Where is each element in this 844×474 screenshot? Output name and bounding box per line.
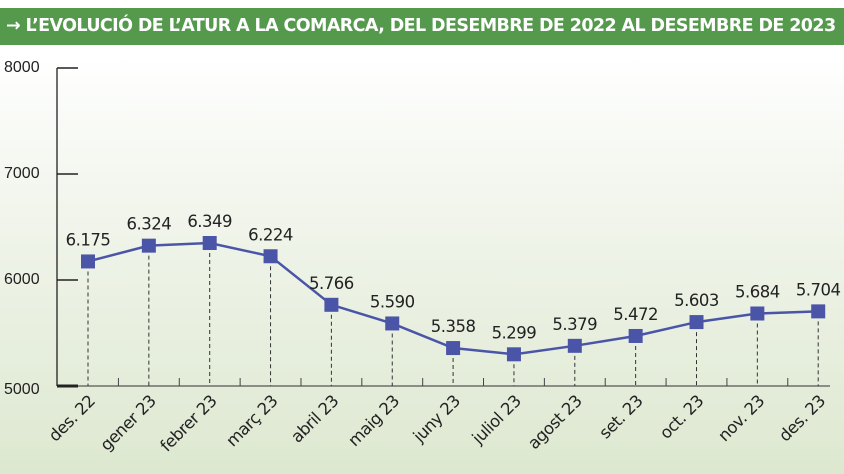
y-tick-label: 5000 [4, 381, 40, 398]
x-tick-label: abril 23 [287, 391, 342, 446]
data-point [324, 297, 339, 312]
data-point [263, 249, 278, 264]
x-tick-label: agost 23 [524, 391, 586, 453]
x-tick-label: març 23 [222, 391, 281, 450]
data-label: 5.704 [796, 280, 841, 299]
y-tick-label: 6000 [4, 271, 40, 288]
data-label: 5.379 [552, 315, 597, 334]
x-tick-label: febrer 23 [157, 391, 221, 455]
data-label: 5.299 [492, 323, 537, 342]
data-point [750, 306, 765, 321]
data-point [628, 328, 643, 343]
data-label: 5.590 [370, 292, 415, 311]
chart-title: → L’EVOLUCIÓ DE L’ATUR A LA COMARCA, DEL… [0, 8, 844, 45]
data-point [202, 236, 217, 251]
x-tick-label: maig 23 [344, 391, 403, 450]
data-point [446, 341, 461, 356]
x-tick-label: oct. 23 [656, 391, 707, 442]
data-point [385, 316, 400, 331]
data-label: 6.324 [126, 215, 171, 234]
x-tick-label: des. 23 [775, 391, 829, 445]
data-label: 6.349 [187, 212, 232, 231]
x-tick-label: gener 23 [97, 391, 160, 454]
x-tick-label: des. 22 [45, 391, 99, 445]
data-label: 5.472 [613, 305, 658, 324]
data-label: 6.175 [66, 230, 111, 249]
x-tick-label: juliol 23 [468, 391, 525, 448]
data-point [689, 315, 704, 330]
data-point [506, 347, 521, 362]
y-tick-label: 7000 [4, 165, 40, 182]
data-point [567, 338, 582, 353]
x-tick-label: nov. 23 [714, 391, 768, 445]
data-point [81, 254, 95, 269]
data-label: 5.603 [674, 291, 719, 310]
x-tick-label: set. 23 [595, 391, 646, 442]
data-label: 5.766 [309, 274, 354, 293]
data-label: 5.358 [431, 317, 476, 336]
x-tick-label: juny 23 [409, 391, 464, 446]
data-point [811, 304, 826, 319]
y-tick-label: 8000 [4, 59, 40, 76]
data-label: 5.684 [735, 282, 780, 301]
data-point [141, 238, 156, 253]
data-label: 6.224 [248, 225, 293, 244]
